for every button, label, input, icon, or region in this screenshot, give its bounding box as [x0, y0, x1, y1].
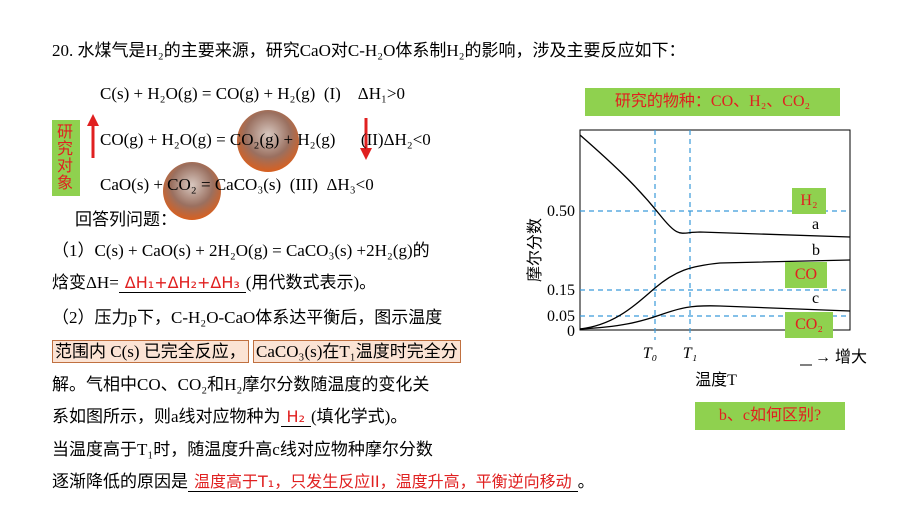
curve-c — [579, 305, 851, 330]
enthalpy: ΔH₃<0 — [326, 175, 374, 194]
species-tag: CO — [785, 262, 827, 288]
arrow-head — [87, 114, 99, 126]
enthalpy: ΔH₂<0 — [383, 130, 431, 149]
species-note: 研究的物种：CO、H₂、CO₂ — [585, 88, 840, 116]
equation: CO(g) + H₂O(g) = CO₂(g) + H₂(g) — [100, 130, 336, 149]
text-line: 解。气相中CO、CO₂和H₂摩尔分数随温度的变化关 — [52, 375, 430, 394]
decor-ball — [237, 110, 299, 172]
reaction-label: (I) — [323, 84, 341, 103]
curve-label: a — [812, 216, 819, 233]
text-line: 逐渐降低的原因是 温度高于T₁，只发生反应II，温度升高，平衡逆向移动。 — [52, 467, 595, 492]
question-number: 20. — [52, 41, 74, 60]
equation: C(s) + H₂O(g) = CO(g) + H₂(g) — [100, 84, 316, 103]
y-tick-label: 0.05 — [547, 308, 575, 325]
answer: ΔH₁+ΔH₂+ΔH₃ — [118, 273, 246, 293]
figure-question: b、c如何区别? — [695, 402, 845, 430]
text-line: 范围内 C(s) 已完全反应， CaCO₃(s)在T₁温度时完全分 — [52, 337, 461, 363]
plot-frame — [579, 129, 851, 331]
decor-ball — [163, 162, 221, 220]
question-intro: 水煤气是H₂的主要来源，研究CaO对C-H₂O体系制H₂的影响，涉及主要反应如下… — [77, 41, 686, 60]
text: 。 — [577, 472, 595, 491]
text: 逐渐降低的原因是 — [52, 472, 188, 491]
highlight: CaCO₃(s)在T₁温度时完全分 — [253, 340, 461, 363]
equation: CaO(s) + CO₂ = CaCO₃(s) — [100, 175, 282, 194]
species-tag: CO₂ — [785, 312, 833, 338]
side-box — [52, 120, 80, 196]
prompt: 回答列问题： — [75, 210, 177, 229]
text-line: 系如图所示，则a线对应物种为 H₂ (填化学式)。 — [52, 402, 407, 427]
text-line: 当温度高于T₁时，随温度升高c线对应物种摩尔分数 — [52, 440, 433, 459]
side-label: 研究对象 — [57, 124, 74, 192]
arrow-head — [360, 148, 372, 160]
text-line: （1）C(s) + CaO(s) + 2H₂O(g) = CaCO₃(s) +2… — [52, 241, 430, 260]
x-tick-label: T₀ — [643, 345, 657, 362]
answer: 温度高于T₁，只发生反应II，温度升高，平衡逆向移动 — [188, 472, 578, 492]
y-axis-label: 摩尔分数 — [526, 218, 544, 282]
reaction-label: (III) — [289, 175, 318, 194]
y-tick-label: 0.50 — [547, 203, 575, 220]
text: 焓变ΔH= — [52, 273, 119, 292]
reaction: C(s) + H₂O(g) = CO(g) + H₂(g) (I) ΔH₁>0 — [100, 84, 405, 104]
question-line: 20. 水煤气是H₂的主要来源，研究CaO对C-H₂O体系制H₂的影响，涉及主要… — [52, 36, 686, 61]
curve-label: b — [812, 242, 820, 259]
reaction: CO(g) + H₂O(g) = CO₂(g) + H₂(g) (II)ΔH₂<… — [100, 130, 431, 150]
highlight: 范围内 C(s) 已完全反应， — [52, 340, 249, 363]
text: (填化学式)。 — [311, 407, 408, 426]
reaction: CaO(s) + CO₂ = CaCO₃(s) (III) ΔH₃<0 — [100, 175, 374, 195]
x-axis-label: 温度T — [695, 371, 737, 389]
text: (用代数式表示)。 — [245, 273, 377, 292]
curve-label: c — [812, 290, 819, 307]
curve-a — [579, 134, 851, 238]
text: 系如图所示，则a线对应物种为 — [52, 407, 281, 426]
curve-b — [579, 259, 851, 330]
x-direction: → 增大 — [815, 348, 867, 366]
species-tag: H₂ — [792, 188, 826, 214]
answer: H₂ — [280, 407, 311, 427]
y-tick-label: 0 — [567, 323, 575, 340]
enthalpy: ΔH₁>0 — [357, 84, 406, 103]
reaction-label: (II) — [360, 130, 384, 149]
x-tick-label: T₁ — [683, 345, 697, 362]
text-line: 焓变ΔH= ΔH₁+ΔH₂+ΔH₃ (用代数式表示)。 — [52, 268, 376, 293]
text-line: （2）压力p下，C-H₂O-CaO体系达平衡后，图示温度 — [52, 308, 443, 327]
y-tick-label: 0.15 — [547, 282, 575, 299]
